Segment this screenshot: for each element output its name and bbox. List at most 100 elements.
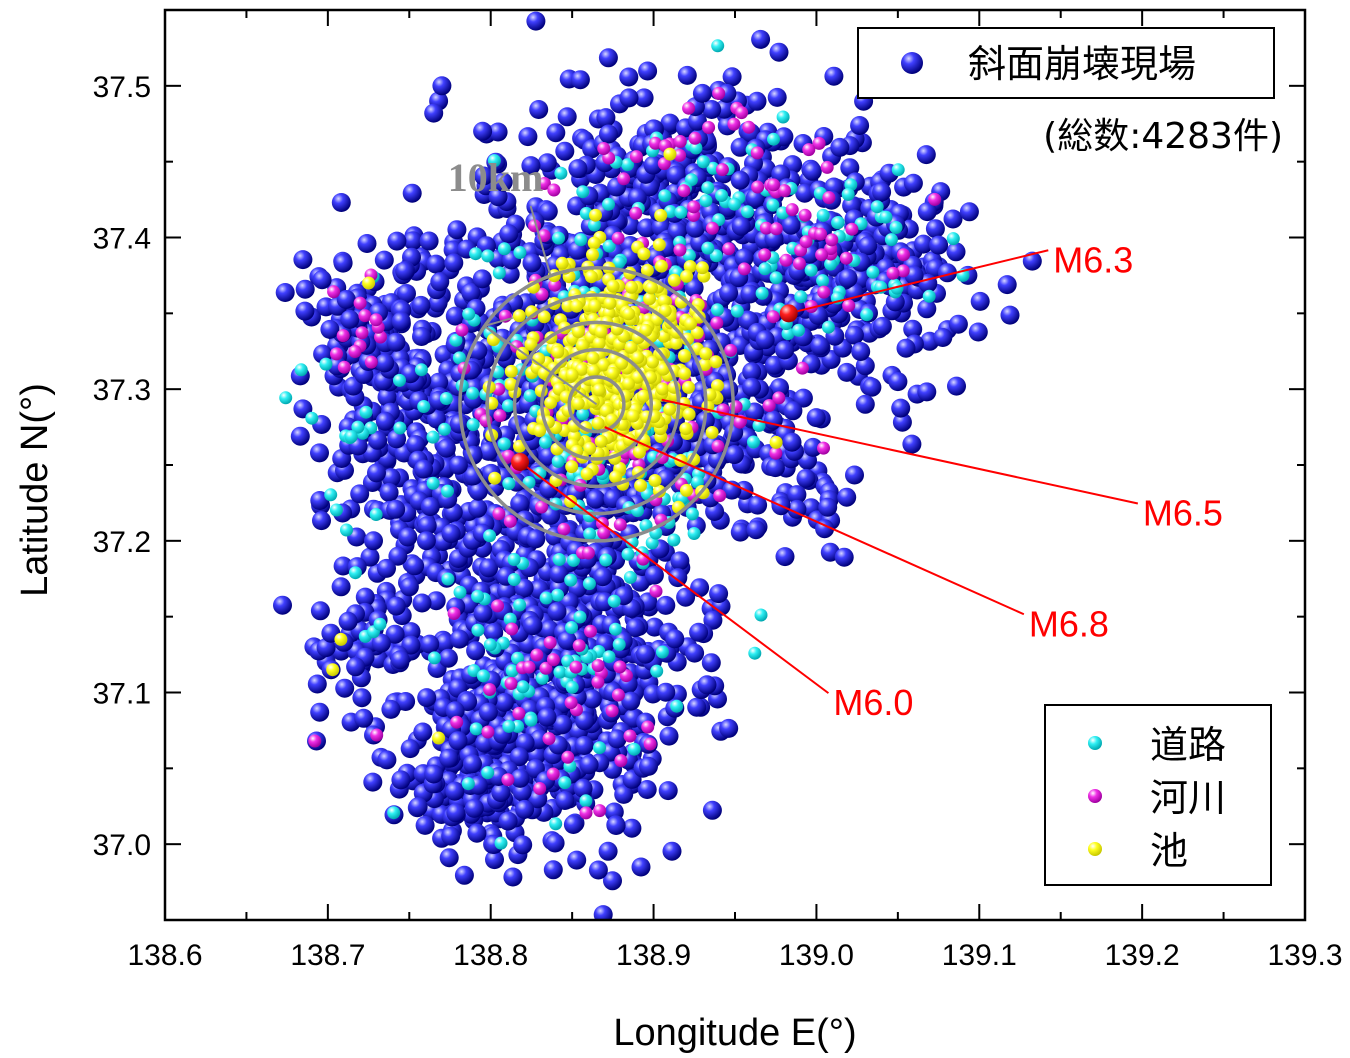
landslide-point: [830, 137, 850, 157]
landslide-point: [796, 468, 816, 488]
river-point: [512, 706, 526, 720]
landslide-point: [521, 156, 541, 176]
earthquake-epicenter-marker: [779, 304, 798, 323]
road-point: [710, 303, 724, 317]
landslide-point: [346, 657, 366, 677]
road-point: [587, 218, 601, 232]
road-point: [879, 210, 893, 224]
landslide-point: [719, 718, 739, 738]
x-tick-label: 138.8: [453, 939, 528, 972]
landslide-point: [656, 682, 676, 702]
road-point: [483, 638, 497, 652]
road-point: [576, 407, 590, 421]
landslide-point: [850, 116, 870, 135]
earthquake-leader-line: [604, 426, 1025, 616]
landslide-point: [503, 867, 523, 887]
landslide-point: [563, 815, 583, 834]
landslide-point: [557, 107, 577, 127]
road-point: [709, 249, 723, 263]
river-point: [336, 329, 350, 343]
landslide-point: [947, 376, 966, 396]
road-point: [428, 651, 441, 665]
road-point: [507, 553, 521, 566]
river-point: [688, 131, 702, 145]
road-point: [558, 776, 572, 790]
landslide-point: [1022, 251, 1042, 271]
river-point: [822, 191, 836, 205]
road-point: [502, 719, 516, 733]
landslide-point: [426, 254, 446, 274]
landslide-point: [724, 445, 744, 465]
pond-point: [591, 416, 605, 430]
landslide-point: [441, 826, 461, 846]
pond-point: [636, 389, 650, 403]
landslide-point: [719, 283, 739, 303]
road-point: [505, 664, 519, 678]
landslide-point: [468, 498, 488, 518]
river-point: [504, 677, 518, 690]
road-point: [539, 591, 553, 605]
river-point: [641, 720, 655, 734]
road-point: [553, 665, 567, 679]
pond-point: [667, 273, 681, 287]
landslide-point: [500, 264, 520, 284]
landslide-point: [643, 155, 663, 175]
road-point: [348, 566, 362, 580]
river-point: [657, 157, 671, 171]
pond-point: [663, 402, 677, 416]
landslide-point: [398, 527, 418, 547]
landslide-point: [522, 615, 542, 635]
landslide-point: [891, 398, 911, 418]
road-point: [602, 650, 616, 664]
scale-label: 10km: [448, 155, 544, 200]
road-point: [870, 200, 884, 214]
landslide-point: [775, 340, 795, 360]
river-point: [564, 696, 578, 710]
landslide-point: [818, 497, 838, 517]
pond-point: [594, 434, 608, 448]
landslide-point: [417, 516, 437, 536]
scatter-points: [273, 11, 1042, 920]
landslide-point: [510, 768, 530, 788]
pond-point: [769, 435, 783, 449]
river-point: [591, 675, 605, 689]
landslide-point: [659, 726, 679, 746]
scale-arrow-head: [482, 317, 513, 345]
landslide-point: [555, 141, 575, 161]
earthquake-label: M6.3: [1053, 239, 1133, 280]
landslide-point: [472, 269, 492, 289]
landslide-point: [903, 319, 923, 339]
landslide-point: [621, 691, 641, 711]
river-point: [557, 522, 571, 536]
road-point: [538, 435, 552, 449]
landslide-point: [310, 601, 330, 621]
landslide-point: [676, 587, 696, 607]
river-point: [643, 737, 657, 751]
x-axis-title: Longitude E(°): [613, 1012, 856, 1054]
landslide-point: [837, 487, 857, 507]
landslide-point: [619, 67, 639, 87]
pond-point: [643, 292, 656, 306]
road-point: [549, 817, 563, 831]
river-point: [759, 221, 773, 235]
road-point: [866, 265, 880, 279]
pond-point: [362, 276, 376, 290]
pond-point: [571, 397, 585, 411]
landslide-point: [892, 412, 912, 432]
pond-point: [609, 470, 623, 484]
distance-ring: [540, 347, 654, 461]
landslide-point: [413, 722, 433, 742]
river-point: [792, 257, 806, 270]
y-axis-title: Latitude N(°): [14, 383, 56, 597]
river-point: [355, 326, 369, 340]
landslide-point: [896, 338, 916, 358]
landslide-point: [374, 250, 394, 270]
distance-ring: [485, 293, 708, 516]
earthquake-epicenter-marker: [511, 452, 530, 471]
river-point: [591, 659, 605, 673]
landslide-point: [385, 624, 405, 644]
landslide-point: [667, 221, 687, 241]
x-tick-label: 139.0: [779, 939, 854, 972]
pond-point: [586, 364, 600, 378]
